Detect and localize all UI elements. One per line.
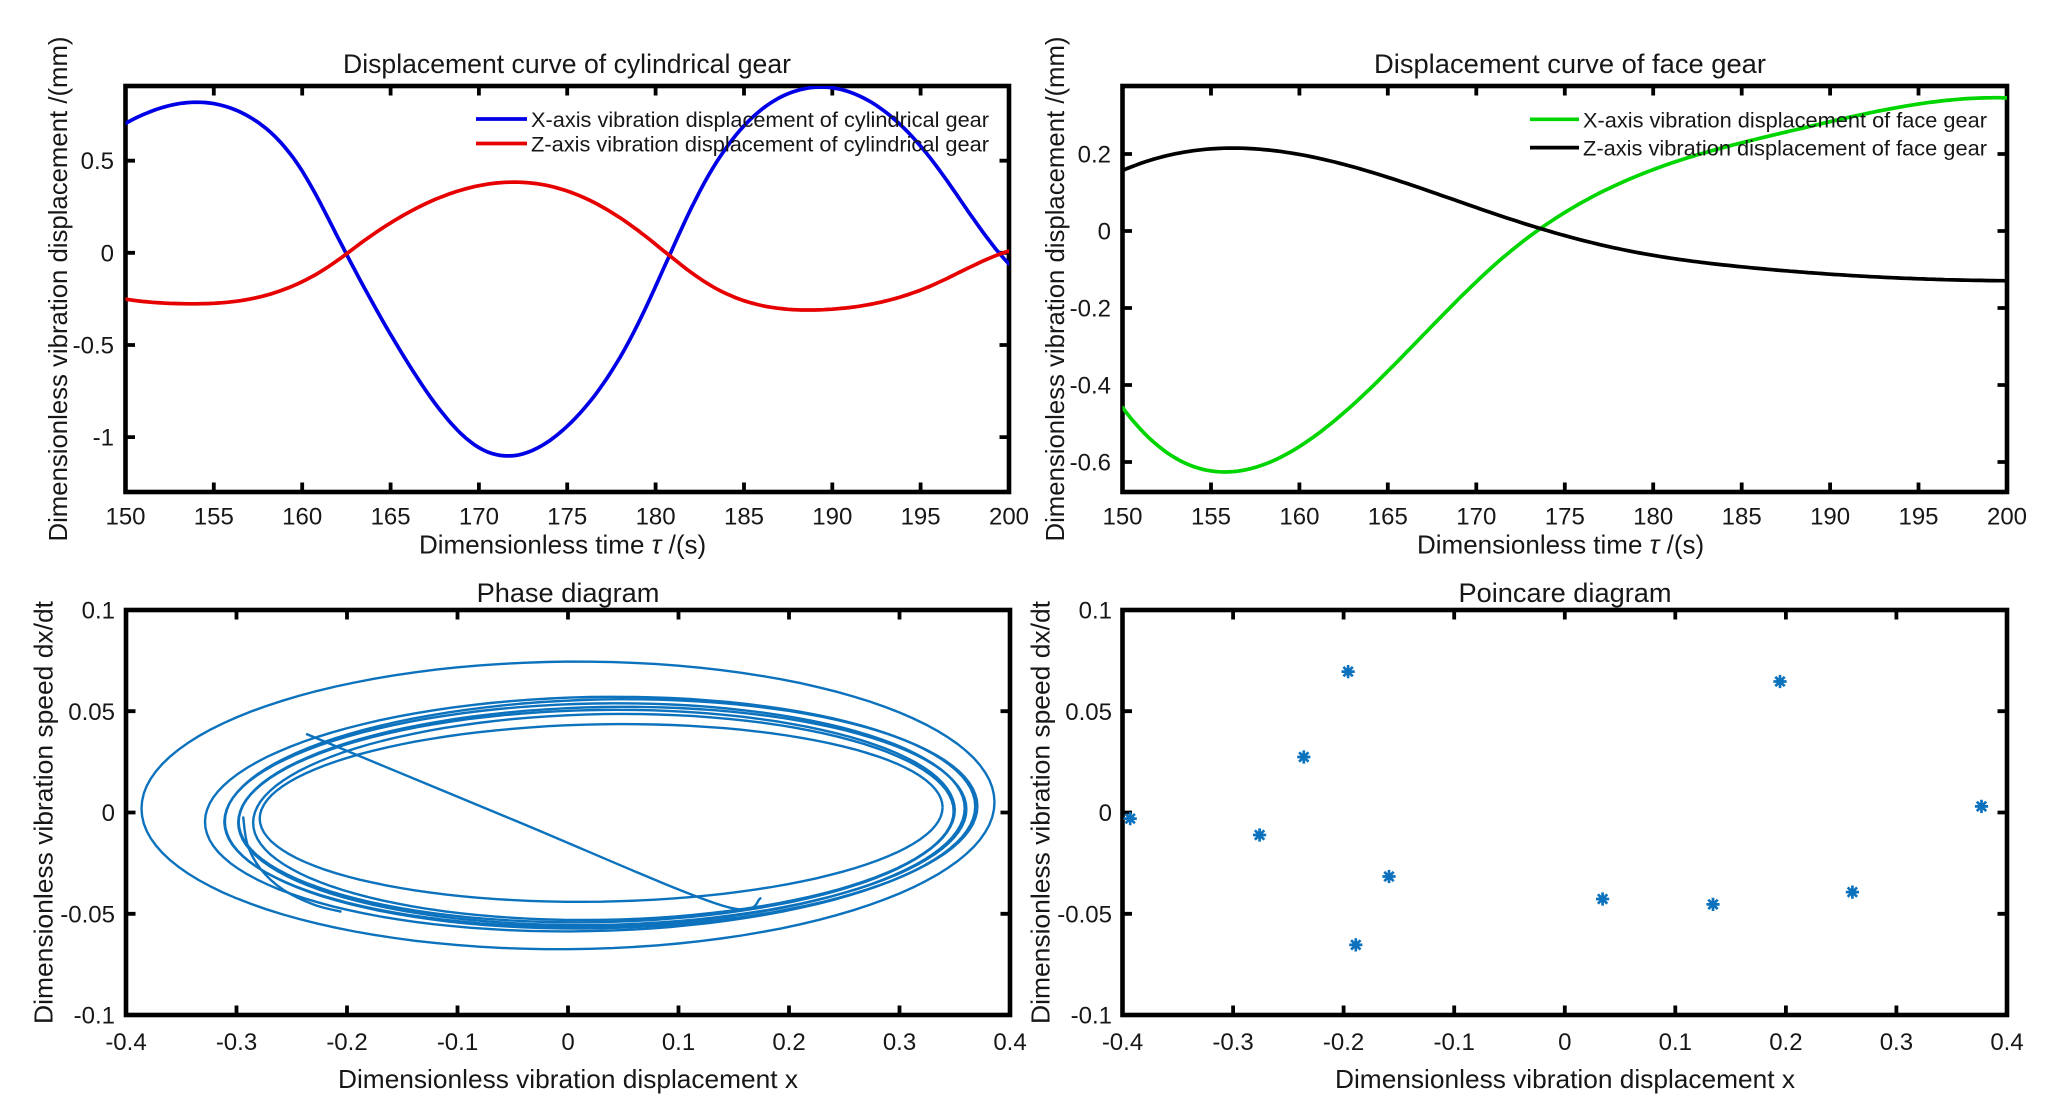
- svg-text:Dimensionless time τ /(s): Dimensionless time τ /(s): [419, 530, 706, 560]
- svg-text:Dimensionless vibration displa: Dimensionless vibration displacement x: [1335, 1064, 1795, 1094]
- svg-text:Dimensionless vibration displa: Dimensionless vibration displacement /(m…: [43, 37, 73, 542]
- svg-text:0.5: 0.5: [81, 148, 114, 175]
- svg-text:-0.05: -0.05: [1057, 901, 1112, 928]
- svg-text:0: 0: [102, 800, 115, 827]
- svg-text:-0.1: -0.1: [437, 1029, 478, 1056]
- svg-text:0.2: 0.2: [1769, 1029, 1802, 1056]
- svg-text:0: 0: [1099, 800, 1112, 827]
- svg-text:X-axis vibration displacement: X-axis vibration displacement of cylindr…: [531, 108, 989, 132]
- svg-text:-0.2: -0.2: [1323, 1029, 1364, 1056]
- svg-text:-0.6: -0.6: [1070, 450, 1111, 477]
- svg-text:150: 150: [1102, 504, 1142, 531]
- svg-text:-0.05: -0.05: [60, 901, 115, 928]
- svg-text:195: 195: [901, 504, 941, 531]
- svg-text:Dimensionless vibration speed: Dimensionless vibration speed dx/dt: [1026, 600, 1056, 1024]
- svg-text:200: 200: [989, 504, 1029, 531]
- svg-text:195: 195: [1898, 504, 1938, 531]
- svg-text:0: 0: [101, 240, 114, 267]
- svg-text:-0.1: -0.1: [1071, 1003, 1112, 1030]
- svg-text:0.3: 0.3: [1880, 1029, 1913, 1056]
- svg-text:150: 150: [105, 504, 145, 531]
- svg-text:160: 160: [282, 504, 322, 531]
- svg-text:0: 0: [1558, 1029, 1571, 1056]
- svg-text:Z-axis vibration displacement: Z-axis vibration displacement of face ge…: [1583, 137, 1987, 161]
- svg-text:Dimensionless vibration speed: Dimensionless vibration speed dx/dt: [29, 600, 59, 1024]
- svg-text:Dimensionless time τ /(s): Dimensionless time τ /(s): [1417, 530, 1704, 560]
- svg-text:-0.2: -0.2: [326, 1029, 367, 1056]
- svg-text:185: 185: [1722, 504, 1762, 531]
- svg-text:Poincare diagram: Poincare diagram: [1458, 577, 1671, 608]
- svg-text:-0.3: -0.3: [216, 1029, 257, 1056]
- svg-text:200: 200: [1987, 504, 2027, 531]
- svg-text:155: 155: [194, 504, 234, 531]
- svg-text:0.2: 0.2: [1078, 142, 1111, 169]
- svg-text:Phase diagram: Phase diagram: [477, 577, 660, 608]
- svg-text:Displacement curve of cylindri: Displacement curve of cylindrical gear: [343, 49, 791, 79]
- svg-text:-1: -1: [93, 425, 114, 452]
- svg-text:160: 160: [1279, 504, 1319, 531]
- svg-text:0.1: 0.1: [1659, 1029, 1692, 1056]
- svg-text:-0.4: -0.4: [1070, 373, 1111, 400]
- svg-text:-0.4: -0.4: [1102, 1029, 1143, 1056]
- svg-text:0.4: 0.4: [993, 1029, 1026, 1056]
- svg-text:180: 180: [1633, 504, 1673, 531]
- svg-text:165: 165: [371, 504, 411, 531]
- svg-text:180: 180: [636, 504, 676, 531]
- svg-text:0.2: 0.2: [772, 1029, 805, 1056]
- svg-text:Z-axis vibration displacement: Z-axis vibration displacement of cylindr…: [531, 133, 989, 157]
- svg-text:0.3: 0.3: [883, 1029, 916, 1056]
- svg-text:0: 0: [1098, 219, 1111, 246]
- svg-text:-0.3: -0.3: [1212, 1029, 1253, 1056]
- svg-text:-0.5: -0.5: [73, 333, 114, 360]
- svg-text:-0.4: -0.4: [105, 1029, 146, 1056]
- svg-text:0.1: 0.1: [1079, 598, 1112, 625]
- svg-text:0.05: 0.05: [68, 699, 115, 726]
- svg-text:X-axis vibration displacement: X-axis vibration displacement of face ge…: [1583, 109, 1987, 133]
- svg-text:165: 165: [1368, 504, 1408, 531]
- svg-text:190: 190: [1810, 504, 1850, 531]
- svg-text:190: 190: [812, 504, 852, 531]
- svg-text:-0.1: -0.1: [74, 1003, 115, 1030]
- svg-text:175: 175: [1545, 504, 1585, 531]
- svg-text:Displacement curve of face gea: Displacement curve of face gear: [1374, 49, 1766, 79]
- svg-text:Dimensionless vibration displa: Dimensionless vibration displacement /(m…: [1040, 37, 1070, 542]
- svg-text:0: 0: [561, 1029, 574, 1056]
- svg-text:155: 155: [1191, 504, 1231, 531]
- svg-text:185: 185: [724, 504, 764, 531]
- svg-text:Dimensionless vibration displa: Dimensionless vibration displacement x: [338, 1064, 798, 1094]
- svg-text:0.1: 0.1: [82, 598, 115, 625]
- svg-text:-0.2: -0.2: [1070, 296, 1111, 323]
- svg-text:0.4: 0.4: [1990, 1029, 2023, 1056]
- svg-text:0.05: 0.05: [1065, 699, 1112, 726]
- svg-text:175: 175: [547, 504, 587, 531]
- svg-text:-0.1: -0.1: [1434, 1029, 1475, 1056]
- svg-text:170: 170: [459, 504, 499, 531]
- svg-text:170: 170: [1456, 504, 1496, 531]
- svg-text:0.1: 0.1: [662, 1029, 695, 1056]
